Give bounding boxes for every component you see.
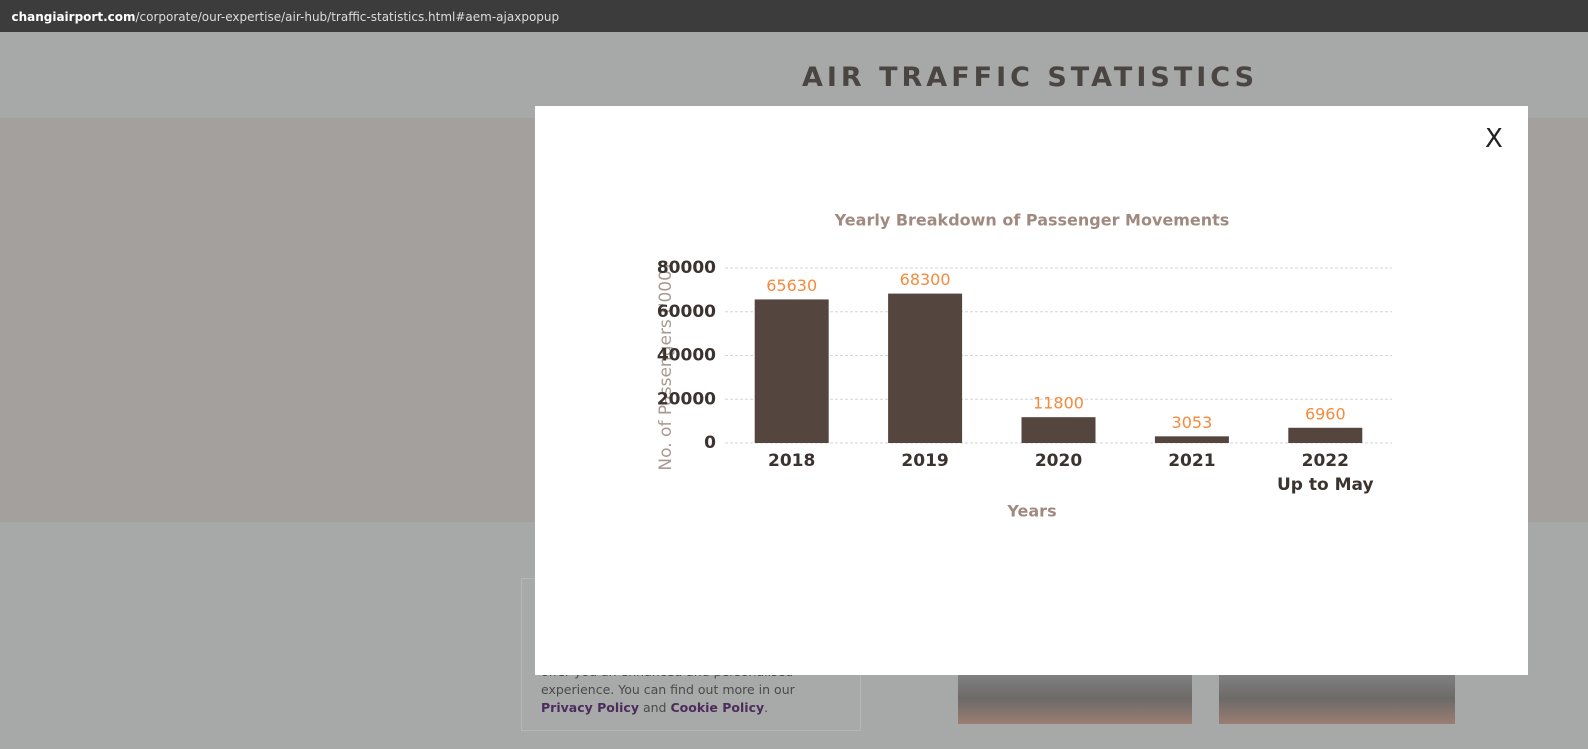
value-label: 68300 (900, 270, 951, 289)
url-domain: changiairport.com (11, 10, 136, 24)
bar (1021, 417, 1096, 443)
chart-title: Yearly Breakdown of Passenger Movements (834, 211, 1230, 230)
value-label: 3053 (1172, 413, 1213, 432)
page-title: AIR TRAFFIC STATISTICS (801, 62, 1259, 93)
y-tick-label: 0 (704, 433, 716, 453)
x-axis-label: Years (1006, 502, 1056, 521)
y-tick-label: 80000 (657, 258, 716, 278)
value-label: 65630 (766, 276, 817, 295)
bar (1288, 427, 1363, 443)
y-tick-label: 60000 (657, 302, 716, 322)
bar (754, 299, 829, 443)
privacy-link[interactable]: Privacy Policy (541, 700, 639, 715)
cookie-link[interactable]: Cookie Policy (670, 700, 765, 715)
modal: X Yearly Breakdown of Passenger Movement… (535, 106, 1528, 675)
cookie-end: . (764, 700, 769, 715)
x-tick-label: 2018 (768, 451, 816, 471)
value-label: 11800 (1033, 394, 1084, 413)
y-tick-label: 20000 (657, 389, 716, 409)
chart: Yearly Breakdown of Passenger Movements … (656, 211, 1392, 521)
x-tick-label: 2021 (1168, 451, 1216, 471)
value-label: 6960 (1305, 404, 1346, 423)
y-axis-label: No. of Passengers ('000) (656, 263, 676, 470)
url-path: /corporate/our-expertise/air-hub/traffic… (135, 10, 560, 24)
close-button[interactable]: X (1485, 124, 1503, 154)
bar (888, 293, 963, 443)
cookie-text: experience. You can find out more in our (541, 682, 795, 697)
x-tick-label: 2022 Up to May (1277, 451, 1374, 495)
cookie-and: and (642, 700, 667, 715)
y-tick-label: 40000 (657, 346, 716, 366)
address-bar[interactable]: changiairport.com/corporate/our-expertis… (0, 0, 1588, 32)
x-tick-label: 2020 (1034, 451, 1083, 471)
x-tick-label: 2019 (901, 451, 949, 471)
bar (1154, 436, 1229, 443)
